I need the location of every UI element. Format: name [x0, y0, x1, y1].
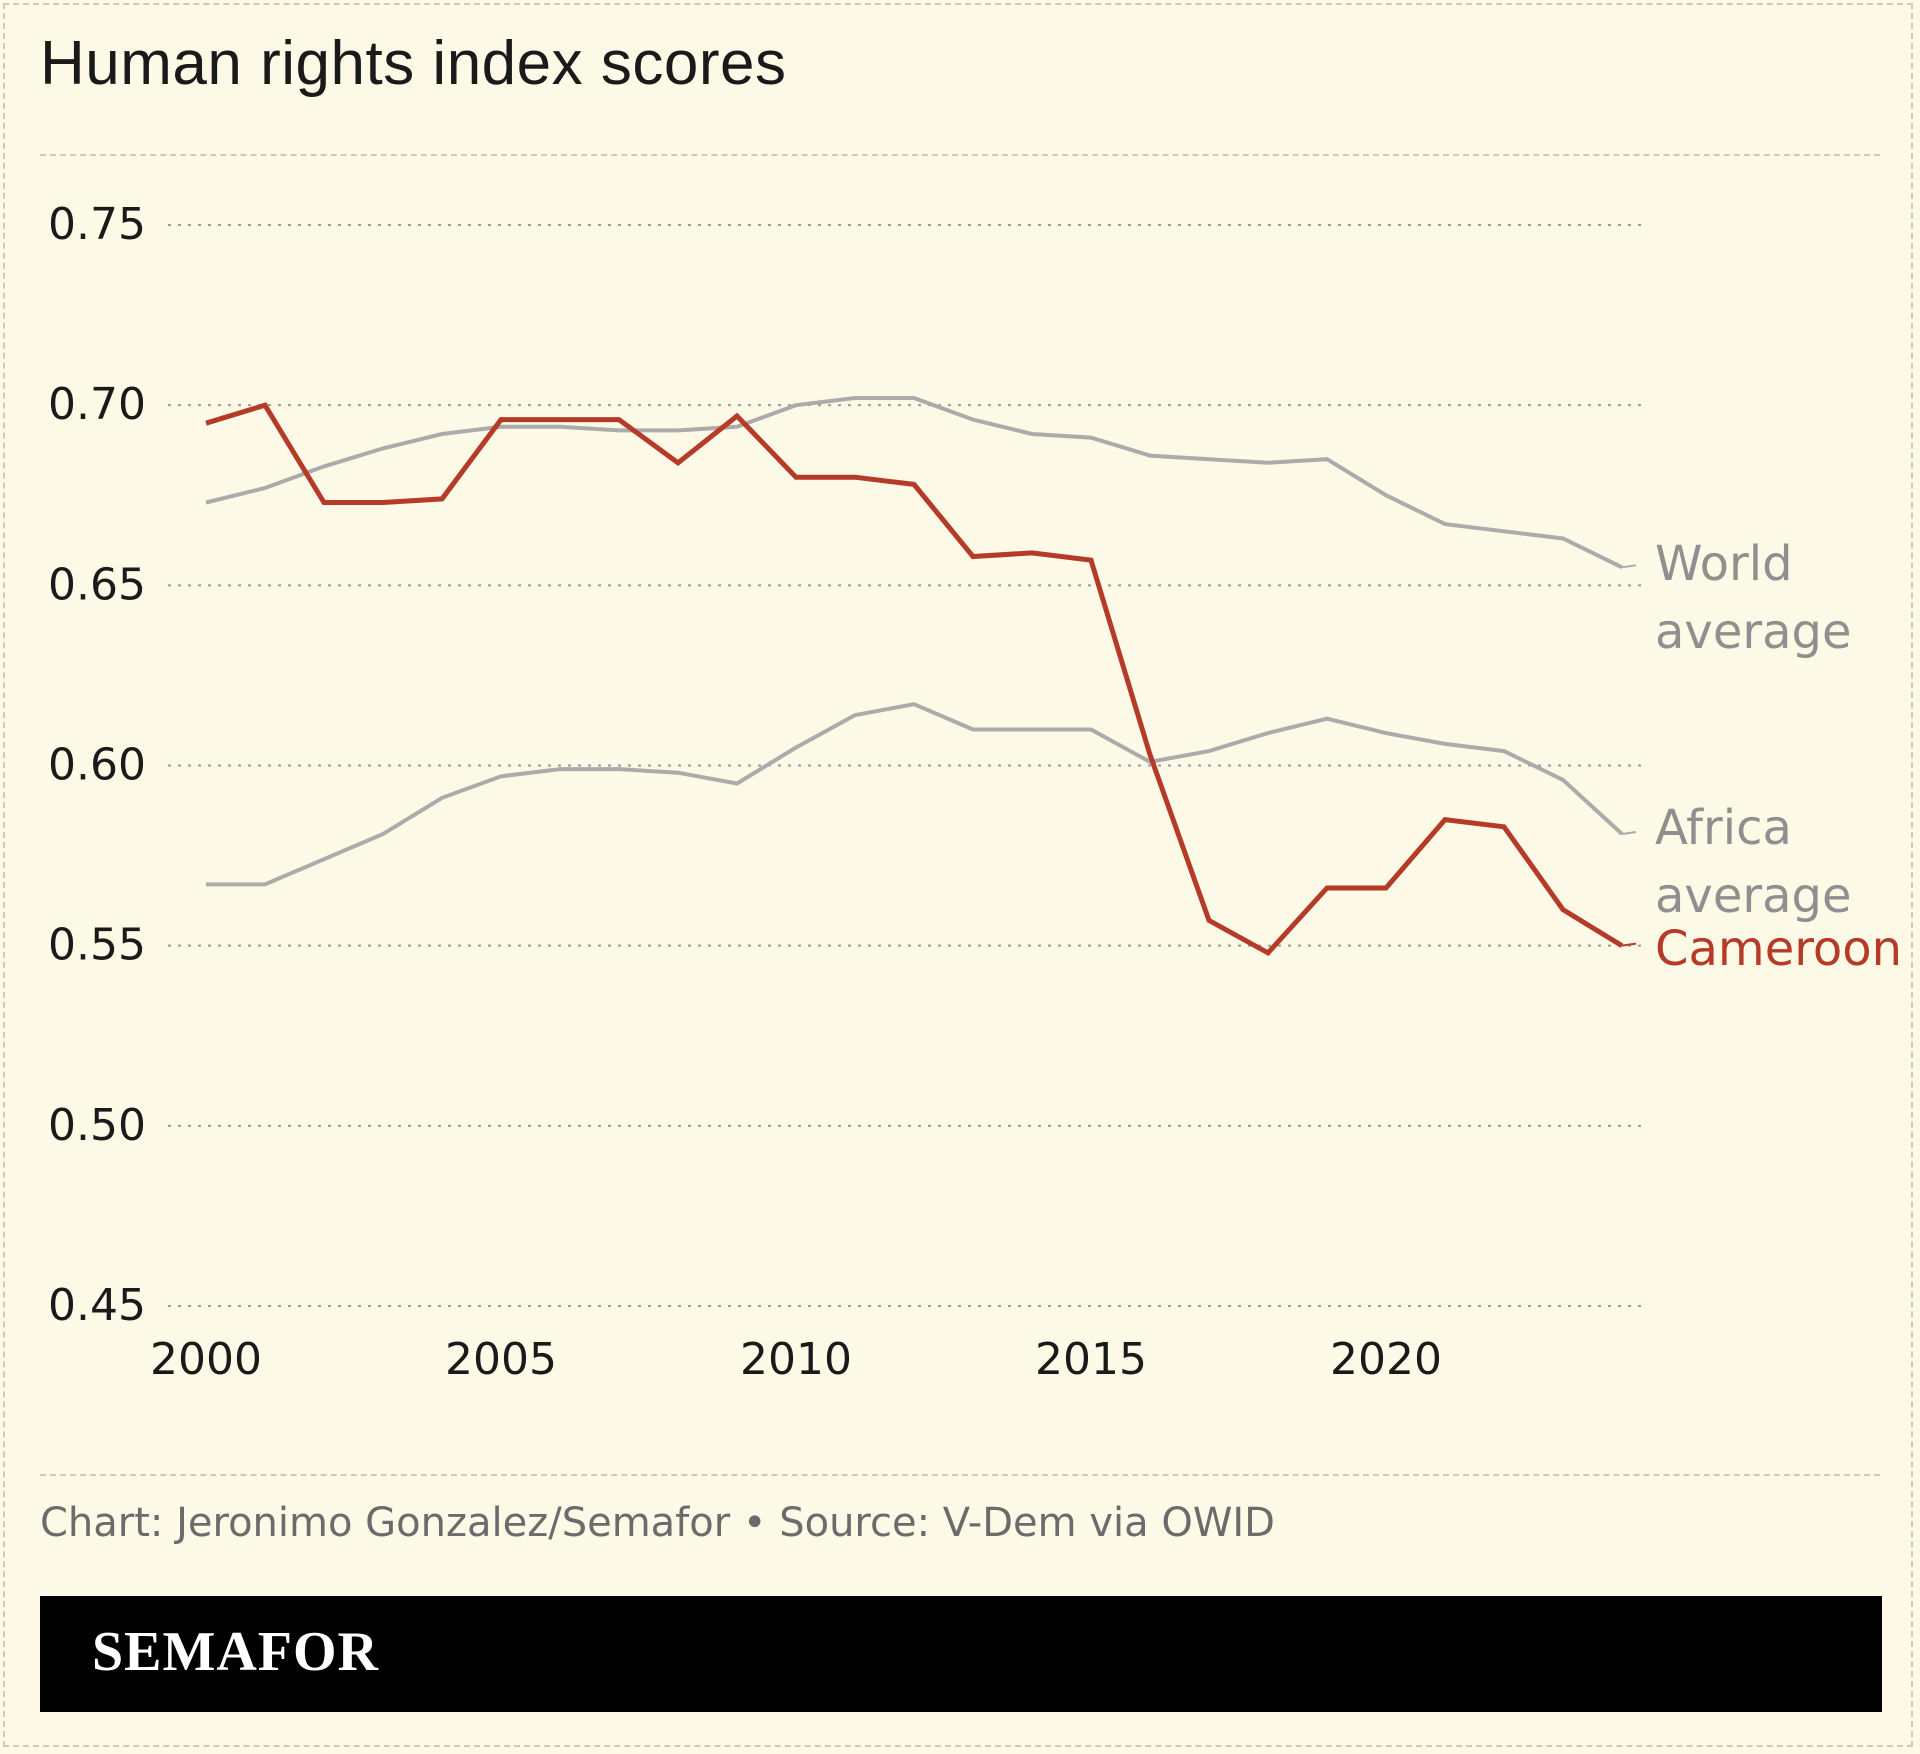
series-line-0 [205, 396, 1623, 570]
series-line-1 [206, 702, 1624, 887]
series-label: World [1655, 536, 1793, 592]
x-tick-label: 2000 [150, 1334, 262, 1385]
series-label: average [1655, 868, 1852, 924]
bottom-divider [40, 1474, 1880, 1476]
series-connector [1621, 942, 1637, 947]
y-tick-label: 0.60 [48, 740, 146, 791]
series-label: average [1655, 604, 1852, 660]
y-tick-label: 0.45 [48, 1280, 146, 1331]
x-tick-label: 2005 [445, 1334, 557, 1385]
series-label: Africa [1655, 800, 1792, 856]
chart-frame [3, 3, 1913, 1747]
series-connector [1621, 564, 1637, 569]
brand-bar: SEMAFOR [40, 1596, 1882, 1712]
series-line-2 [205, 402, 1624, 957]
y-tick-label: 0.75 [48, 199, 146, 250]
x-tick-label: 2010 [740, 1334, 852, 1385]
y-tick-label: 0.50 [48, 1100, 146, 1151]
series-connector [1621, 830, 1637, 835]
line-chart: 0.45 0.50 0.55 0.60 0.65 0.70 0.75 2000 2005 2010… [48, 199, 1902, 1385]
series-label: Cameroon [1655, 921, 1902, 977]
top-divider [40, 154, 1880, 156]
y-tick-label: 0.65 [48, 559, 146, 610]
x-tick-label: 2015 [1035, 1334, 1147, 1385]
chart-title: Human rights index scores [40, 29, 787, 98]
brand-logo: SEMAFOR [92, 1621, 379, 1683]
y-tick-label: 0.70 [48, 379, 146, 430]
y-tick-label: 0.55 [48, 920, 146, 971]
chart-credit: Chart: Jeronimo Gonzalez/Semafor • Sourc… [40, 1500, 1275, 1546]
x-tick-label: 2020 [1330, 1334, 1442, 1385]
